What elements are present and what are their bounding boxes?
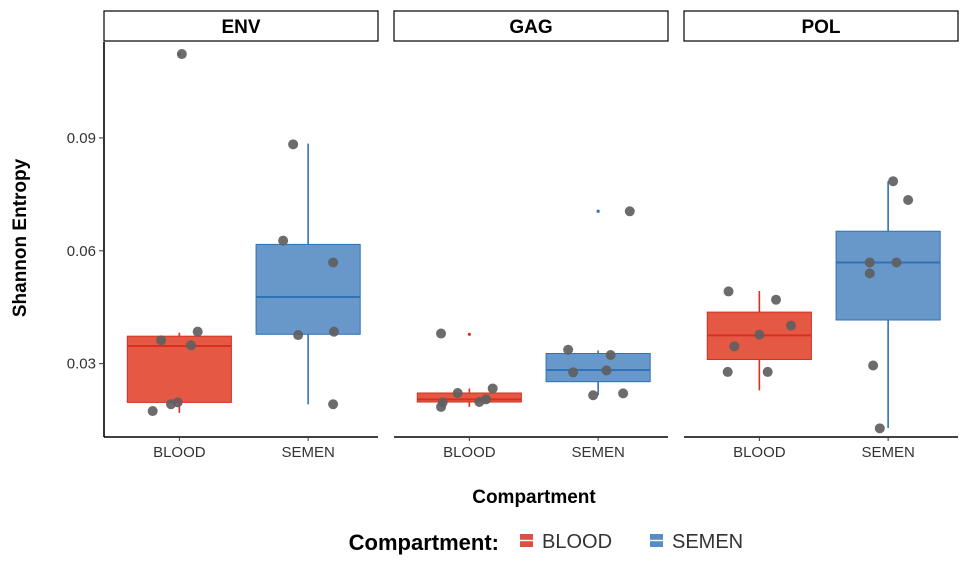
data-point bbox=[568, 367, 579, 378]
data-point bbox=[605, 349, 616, 360]
box-iqr bbox=[545, 352, 651, 383]
x-tick-label: BLOOD bbox=[443, 444, 496, 461]
facet-strip bbox=[103, 10, 379, 42]
legend: Compartment: BLOOD SEMEN bbox=[349, 530, 743, 555]
data-point bbox=[588, 390, 599, 401]
facet-strip bbox=[683, 10, 959, 42]
box-iqr bbox=[835, 230, 941, 321]
data-point bbox=[156, 335, 167, 346]
data-point bbox=[888, 176, 899, 187]
y-tick-label: 0.09 bbox=[67, 130, 96, 147]
x-tick-label: BLOOD bbox=[733, 444, 786, 461]
data-point bbox=[601, 365, 612, 376]
box-blood bbox=[416, 328, 522, 412]
y-axis-title: Shannon Entropy bbox=[10, 158, 31, 317]
data-point bbox=[563, 344, 574, 355]
data-point bbox=[328, 399, 339, 410]
data-point bbox=[786, 320, 797, 331]
outlier-point bbox=[467, 332, 471, 336]
legend-item-blood: BLOOD bbox=[520, 531, 612, 553]
data-point bbox=[762, 366, 773, 377]
legend-label: SEMEN bbox=[672, 531, 743, 553]
data-point bbox=[723, 286, 734, 297]
y-tick-label: 0.06 bbox=[67, 243, 96, 260]
data-point bbox=[874, 423, 885, 434]
data-point bbox=[186, 340, 197, 351]
x-tick-label: BLOOD bbox=[153, 444, 206, 461]
box-blood bbox=[126, 49, 232, 417]
box-blood bbox=[706, 286, 812, 391]
data-point bbox=[722, 366, 733, 377]
box-iqr bbox=[126, 335, 232, 403]
data-point bbox=[328, 257, 339, 268]
data-point bbox=[176, 49, 187, 60]
facet-panel-gag: GAG BLOOD SEMEN bbox=[393, 10, 669, 461]
box-semen bbox=[255, 139, 361, 410]
facet-strip-label: ENV bbox=[221, 17, 260, 38]
x-tick-label: SEMEN bbox=[281, 444, 334, 461]
data-point bbox=[452, 387, 463, 398]
data-point bbox=[618, 388, 629, 399]
data-point bbox=[771, 294, 782, 305]
data-point bbox=[192, 326, 203, 337]
box-iqr bbox=[255, 243, 361, 335]
x-tick-label: SEMEN bbox=[861, 444, 914, 461]
data-point bbox=[729, 341, 740, 352]
data-point bbox=[903, 195, 914, 205]
data-point bbox=[868, 360, 879, 371]
box-semen bbox=[835, 176, 941, 434]
box-semen bbox=[545, 206, 651, 401]
data-point bbox=[278, 235, 289, 246]
data-point bbox=[481, 394, 492, 405]
data-point bbox=[754, 329, 765, 340]
data-point bbox=[436, 328, 447, 339]
facet-strip-label: GAG bbox=[509, 17, 552, 38]
data-point bbox=[487, 383, 498, 394]
data-point bbox=[624, 206, 635, 217]
facet-panel-env: ENV BLOOD SEMEN bbox=[103, 10, 379, 461]
data-point bbox=[147, 406, 158, 417]
legend-label: BLOOD bbox=[542, 531, 612, 553]
x-axis-title: Compartment bbox=[472, 487, 596, 508]
facet-panels: ENV BLOOD SEMEN GAG BLOOD SEMEN POL BLOOD SEMEN bbox=[103, 10, 959, 461]
data-point bbox=[891, 257, 902, 268]
outlier-point bbox=[596, 209, 600, 213]
x-tick-label: SEMEN bbox=[571, 444, 624, 461]
data-point bbox=[328, 326, 339, 337]
data-point bbox=[288, 139, 299, 150]
y-axis: 0.03 0.06 0.09 bbox=[67, 42, 105, 437]
y-tick-label: 0.03 bbox=[67, 356, 96, 373]
box-iqr bbox=[416, 392, 522, 403]
data-point bbox=[864, 268, 875, 279]
legend-items: BLOOD SEMEN bbox=[520, 531, 743, 553]
facet-strip-label: POL bbox=[801, 17, 840, 38]
data-point bbox=[172, 397, 183, 408]
facet-panel-pol: POL BLOOD SEMEN bbox=[683, 10, 959, 461]
data-point bbox=[864, 257, 875, 268]
legend-title: Compartment: bbox=[349, 530, 499, 555]
legend-item-semen: SEMEN bbox=[650, 531, 743, 553]
facet-strip bbox=[393, 10, 669, 42]
data-point bbox=[437, 397, 448, 408]
data-point bbox=[293, 330, 304, 341]
